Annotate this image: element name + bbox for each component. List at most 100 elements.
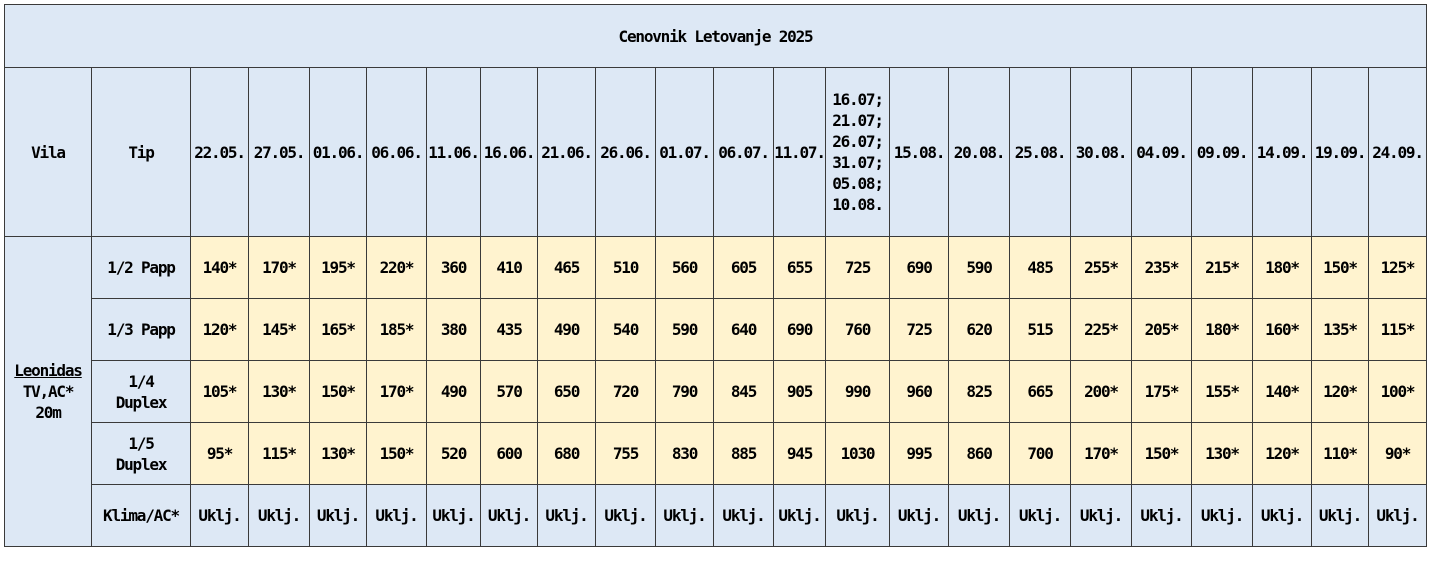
header-date-line: 05.08; (832, 174, 884, 193)
klima-cell: Uklj. (595, 484, 656, 547)
price-cell: 995 (889, 422, 949, 485)
price-cell: 590 (655, 298, 714, 361)
klima-cell: Uklj. (773, 484, 826, 547)
header-date: 15.08. (889, 67, 949, 237)
price-cell: 720 (595, 360, 656, 423)
price-cell: 105* (190, 360, 249, 423)
price-cell: 145* (248, 298, 310, 361)
price-cell: 120* (1311, 360, 1369, 423)
price-cell: 590 (948, 236, 1010, 299)
price-cell: 170* (248, 236, 310, 299)
price-cell: 540 (595, 298, 656, 361)
vila-name: Leonidas (14, 361, 83, 380)
header-date: 11.06. (426, 67, 481, 237)
room-type: 1/2 Papp (91, 236, 191, 299)
klima-cell: Uklj. (480, 484, 538, 547)
klima-cell: Uklj. (309, 484, 367, 547)
price-cell: 690 (889, 236, 949, 299)
klima-cell: Uklj. (190, 484, 249, 547)
vila-distance: 20m (35, 403, 62, 422)
header-date: 06.07. (713, 67, 774, 237)
table-row: 1/3 Papp 120* 145* 165* 185* 380 435 490 540 590 6… (5, 298, 1427, 361)
price-cell: 410 (480, 236, 538, 299)
price-cell: 640 (713, 298, 774, 361)
price-cell: 620 (948, 298, 1010, 361)
price-cell: 990 (825, 360, 890, 423)
price-cell: 130* (1191, 422, 1253, 485)
price-cell: 135* (1311, 298, 1369, 361)
price-cell: 115* (248, 422, 310, 485)
price-cell: 360 (426, 236, 481, 299)
title-row: Cenovnik Letovanje 2025 (4, 4, 1427, 68)
price-cell: 755 (595, 422, 656, 485)
price-cell: 380 (426, 298, 481, 361)
price-cell: 600 (480, 422, 538, 485)
klima-cell: Uklj. (1070, 484, 1132, 547)
price-cell: 155* (1191, 360, 1253, 423)
price-cell: 220* (366, 236, 427, 299)
price-cell: 120* (190, 298, 249, 361)
header-date: 01.06. (309, 67, 367, 237)
klima-cell: Uklj. (1191, 484, 1253, 547)
price-cell: 490 (426, 360, 481, 423)
header-date-line: 10.08. (832, 195, 884, 214)
price-cell: 830 (655, 422, 714, 485)
room-type: 1/4 Duplex (91, 360, 191, 423)
header-date-multi: 16.07; 21.07; 26.07; 31.07; 05.08; 10.08… (825, 67, 890, 237)
price-cell: 140* (1252, 360, 1312, 423)
price-cell: 150* (309, 360, 367, 423)
price-cell: 100* (1368, 360, 1427, 423)
klima-cell: Uklj. (366, 484, 427, 547)
klima-row: Klima/AC* Uklj. Uklj. Uklj. Uklj. Uklj. Uklj. U… (5, 484, 1427, 547)
price-cell: 125* (1368, 236, 1427, 299)
price-cell: 170* (366, 360, 427, 423)
price-table: Cenovnik Letovanje 2025 Vila Tip 22.05. … (4, 4, 1427, 547)
header-date: 26.06. (595, 67, 656, 237)
room-type-line: Duplex (115, 392, 168, 412)
klima-cell: Uklj. (537, 484, 596, 547)
header-date: 16.06. (480, 67, 538, 237)
room-type: 1/5 Duplex (91, 422, 191, 485)
price-cell: 485 (1009, 236, 1071, 299)
price-cell: 960 (889, 360, 949, 423)
price-cell: 165* (309, 298, 367, 361)
price-cell: 180* (1252, 236, 1312, 299)
header-date: 11.07. (773, 67, 826, 237)
price-cell: 825 (948, 360, 1010, 423)
klima-cell: Uklj. (248, 484, 310, 547)
price-cell: 945 (773, 422, 826, 485)
vila-amenities: TV,AC* (22, 382, 75, 401)
price-cell: 150* (1131, 422, 1192, 485)
price-cell: 225* (1070, 298, 1132, 361)
header-tip: Tip (91, 67, 191, 237)
price-cell: 160* (1252, 298, 1312, 361)
price-cell: 760 (825, 298, 890, 361)
price-cell: 175* (1131, 360, 1192, 423)
price-cell: 215* (1191, 236, 1253, 299)
klima-cell: Uklj. (825, 484, 890, 547)
price-cell: 690 (773, 298, 826, 361)
klima-cell: Uklj. (655, 484, 714, 547)
header-date-line: 31.07; (832, 153, 884, 172)
header-date: 25.08. (1009, 67, 1071, 237)
price-cell: 885 (713, 422, 774, 485)
header-date: 04.09. (1131, 67, 1192, 237)
price-cell: 605 (713, 236, 774, 299)
price-cell: 120* (1252, 422, 1312, 485)
price-cell: 725 (825, 236, 890, 299)
price-cell: 570 (480, 360, 538, 423)
price-cell: 185* (366, 298, 427, 361)
price-cell: 860 (948, 422, 1010, 485)
room-type-line: Duplex (115, 454, 168, 474)
price-cell: 140* (190, 236, 249, 299)
table-row: 1/5 Duplex 95* 115* 130* 150* 520 600 680 755 830 8… (5, 422, 1427, 485)
price-cell: 515 (1009, 298, 1071, 361)
header-date: 09.09. (1191, 67, 1253, 237)
price-cell: 95* (190, 422, 249, 485)
header-date-line: 26.07; (832, 132, 884, 151)
price-cell: 725 (889, 298, 949, 361)
room-type-line: 1/5 (128, 433, 155, 453)
header-date: 06.06. (366, 67, 427, 237)
header-date-line: 21.07; (832, 111, 884, 130)
header-row: Vila Tip 22.05. 27.05. 01.06. 06.06. 11.… (4, 67, 1427, 237)
